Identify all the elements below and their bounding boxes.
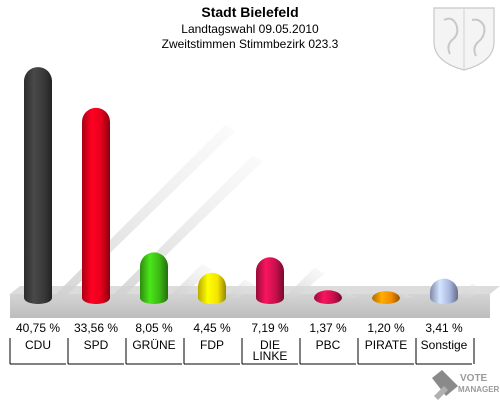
chart-subtitle: Landtagswahl 09.05.2010 [181, 22, 319, 36]
chart-subtitle-2: Zweitstimmen Stimmbezirk 023.3 [162, 37, 339, 51]
bar-pbc [314, 290, 342, 304]
value-label: 8,05 % [135, 321, 173, 335]
category-label: PBC [316, 338, 341, 352]
bar-shadow [284, 267, 325, 298]
category-label: GRÜNE [132, 338, 175, 352]
watermark-line-2: MANAGER [458, 385, 500, 394]
value-label: 3,41 % [425, 321, 463, 335]
bar-sonstige [430, 278, 458, 304]
vote-manager-logo-icon [432, 370, 458, 400]
bar-spd [82, 107, 110, 304]
category-label: LINKE [253, 349, 288, 363]
value-label: 7,19 % [251, 321, 289, 335]
value-label: 1,20 % [367, 321, 405, 335]
vote-manager-watermark: VOTE MANAGER [432, 370, 500, 400]
category-label: SPD [84, 338, 109, 352]
bar-shadow [458, 283, 483, 298]
bar-shadow [226, 279, 255, 298]
bar-shadow [168, 263, 213, 298]
category-label: PIRATE [365, 338, 407, 352]
value-label: 33,56 % [74, 321, 118, 335]
value-label: 4,45 % [193, 321, 231, 335]
bar-shadow [400, 292, 416, 299]
bar-die-linke [256, 257, 284, 304]
value-label: 1,37 % [309, 321, 347, 335]
category-label: Sonstige [421, 338, 468, 352]
chart-floor-top [10, 286, 500, 294]
bar-pirate [372, 291, 401, 304]
chart-floor [10, 294, 490, 318]
bar-fdp [198, 272, 226, 304]
chart-title: Stadt Bielefeld [201, 4, 298, 20]
watermark-line-1: VOTE [460, 373, 488, 384]
coat-of-arms-icon [433, 7, 495, 71]
value-label: 40,75 % [16, 321, 60, 335]
bar-grüne [140, 252, 168, 304]
category-label: DIE [260, 338, 280, 352]
bar-shadow [342, 292, 358, 299]
category-label: FDP [200, 338, 224, 352]
bar-cdu [24, 67, 52, 304]
category-label: CDU [25, 338, 51, 352]
